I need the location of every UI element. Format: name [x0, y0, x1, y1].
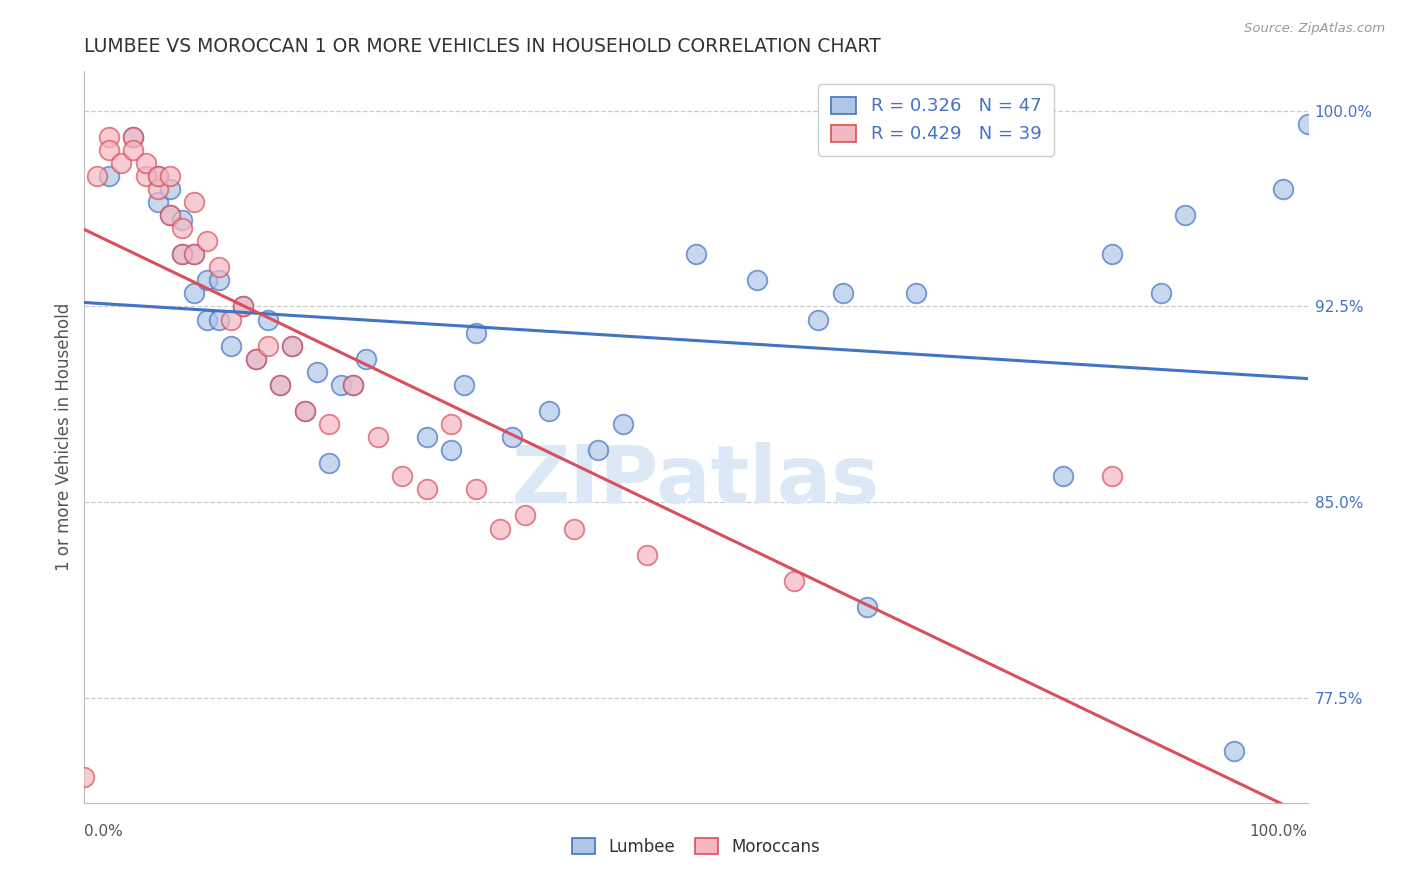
Point: [294, 404, 316, 418]
Point: [232, 300, 254, 314]
Point: [219, 339, 242, 353]
Point: [1296, 117, 1319, 131]
Point: [1272, 182, 1295, 196]
Text: LUMBEE VS MOROCCAN 1 OR MORE VEHICLES IN HOUSEHOLD CORRELATION CHART: LUMBEE VS MOROCCAN 1 OR MORE VEHICLES IN…: [84, 37, 882, 56]
Point: [146, 182, 169, 196]
Point: [159, 208, 181, 222]
Point: [183, 247, 205, 261]
Point: [122, 129, 145, 144]
Point: [1052, 469, 1074, 483]
Point: [354, 351, 377, 366]
Point: [905, 286, 928, 301]
Point: [391, 469, 413, 483]
Point: [342, 377, 364, 392]
Point: [122, 129, 145, 144]
Point: [538, 404, 561, 418]
Text: Source: ZipAtlas.com: Source: ZipAtlas.com: [1244, 22, 1385, 36]
Point: [440, 443, 463, 458]
Point: [172, 247, 194, 261]
Point: [747, 273, 769, 287]
Legend: Lumbee, Moroccans: Lumbee, Moroccans: [564, 830, 828, 864]
Point: [513, 508, 536, 523]
Point: [612, 417, 634, 431]
Point: [294, 404, 316, 418]
Point: [856, 599, 879, 614]
Point: [562, 522, 585, 536]
Point: [219, 312, 242, 326]
Point: [1174, 208, 1197, 222]
Point: [135, 169, 157, 183]
Point: [159, 208, 181, 222]
Point: [416, 483, 439, 497]
Point: [464, 483, 486, 497]
Point: [208, 312, 231, 326]
Point: [183, 286, 205, 301]
Point: [159, 169, 181, 183]
Point: [245, 351, 267, 366]
Point: [342, 377, 364, 392]
Point: [135, 155, 157, 169]
Point: [172, 221, 194, 235]
Point: [281, 339, 304, 353]
Point: [269, 377, 291, 392]
Point: [586, 443, 609, 458]
Point: [195, 312, 218, 326]
Point: [440, 417, 463, 431]
Point: [281, 339, 304, 353]
Point: [685, 247, 707, 261]
Point: [257, 339, 280, 353]
Point: [232, 300, 254, 314]
Point: [146, 194, 169, 209]
Point: [97, 143, 120, 157]
Point: [269, 377, 291, 392]
Point: [257, 312, 280, 326]
Point: [831, 286, 853, 301]
Point: [636, 548, 658, 562]
Point: [464, 326, 486, 340]
Point: [183, 247, 205, 261]
Point: [73, 770, 96, 784]
Point: [110, 155, 132, 169]
Point: [172, 247, 194, 261]
Y-axis label: 1 or more Vehicles in Household: 1 or more Vehicles in Household: [55, 303, 73, 571]
Point: [146, 169, 169, 183]
Point: [502, 430, 524, 444]
Point: [97, 129, 120, 144]
Text: ZIPatlas: ZIPatlas: [512, 442, 880, 520]
Point: [195, 234, 218, 248]
Text: 100.0%: 100.0%: [1250, 823, 1308, 838]
Point: [183, 194, 205, 209]
Text: 0.0%: 0.0%: [84, 823, 124, 838]
Point: [1101, 247, 1123, 261]
Point: [245, 351, 267, 366]
Point: [172, 213, 194, 227]
Point: [1101, 469, 1123, 483]
Point: [1223, 743, 1246, 757]
Point: [416, 430, 439, 444]
Point: [86, 169, 108, 183]
Point: [97, 169, 120, 183]
Point: [208, 260, 231, 275]
Point: [318, 417, 340, 431]
Point: [367, 430, 389, 444]
Point: [318, 456, 340, 470]
Point: [122, 143, 145, 157]
Point: [783, 574, 806, 588]
Point: [146, 169, 169, 183]
Point: [195, 273, 218, 287]
Point: [305, 365, 328, 379]
Point: [489, 522, 512, 536]
Point: [807, 312, 830, 326]
Point: [208, 273, 231, 287]
Point: [330, 377, 353, 392]
Point: [453, 377, 475, 392]
Point: [1150, 286, 1173, 301]
Point: [159, 182, 181, 196]
